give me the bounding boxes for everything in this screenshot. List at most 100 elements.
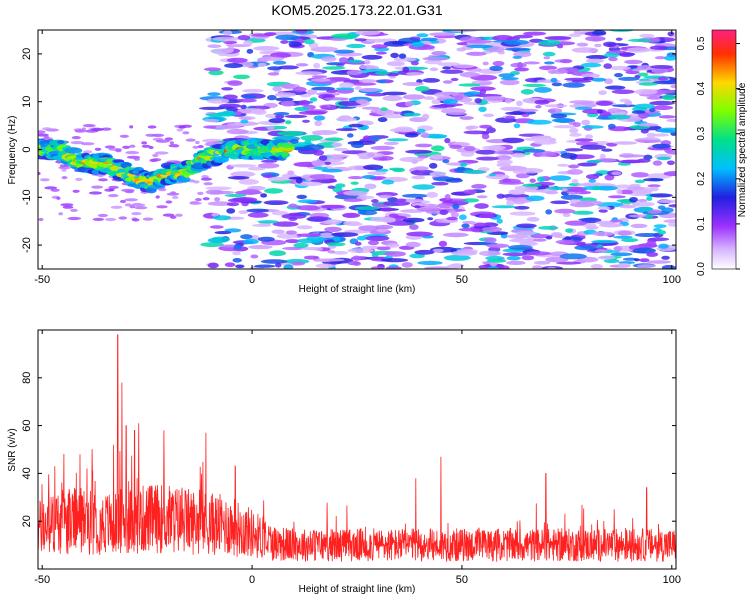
heatmap-noise-cell [588, 222, 597, 229]
heatmap-noise-cell [639, 33, 655, 38]
heatmap-x-tick-label: 50 [456, 274, 468, 286]
heatmap-noise-cell [315, 263, 335, 268]
heatmap-noise-cell [637, 264, 656, 268]
heatmap-noise-cell [571, 79, 592, 83]
heatmap-noise-cell [509, 211, 536, 216]
heatmap-noise-cell [354, 38, 367, 42]
heatmap-noise-cell [650, 65, 674, 69]
heatmap-noise-cell [382, 95, 403, 102]
heatmap-noise-cell [165, 200, 173, 204]
heatmap-noise-cell [521, 113, 530, 118]
heatmap-x-tick-label: 0 [249, 274, 255, 286]
heatmap-noise-cell [414, 166, 429, 171]
heatmap-ridge-cell [281, 151, 289, 157]
heatmap-noise-cell [578, 218, 598, 222]
heatmap-noise-cell [486, 127, 496, 134]
heatmap-noise-cell [521, 255, 535, 261]
heatmap-noise-cell [597, 202, 624, 208]
heatmap-noise-cell [98, 178, 108, 182]
heatmap-noise-cell [404, 133, 419, 138]
heatmap-noise-cell [449, 144, 463, 149]
heatmap-noise-cell [504, 39, 530, 46]
heatmap-noise-cell [246, 208, 269, 213]
heatmap-y-tick-label: -10 [21, 189, 33, 205]
heatmap-noise-cell [269, 250, 286, 257]
heatmap-noise-cell [170, 215, 177, 219]
heatmap-noise-cell [651, 67, 668, 74]
heatmap-noise-cell [314, 120, 323, 127]
heatmap-noise-cell [275, 34, 300, 41]
heatmap-noise-cell [213, 215, 232, 221]
heatmap-noise-cell [226, 57, 248, 63]
heatmap-noise-cell [630, 223, 648, 229]
heatmap-noise-cell [272, 86, 283, 92]
heatmap-noise-cell [494, 150, 514, 155]
heatmap-noise-cell [227, 80, 243, 86]
heatmap-noise-cell [171, 195, 179, 200]
heatmap-noise-cell [607, 123, 616, 129]
heatmap-noise-cell [349, 82, 377, 86]
heatmap-noise-cell [280, 83, 296, 89]
heatmap-noise-cell [581, 62, 602, 68]
heatmap-noise-cell [547, 108, 563, 114]
heatmap-noise-cell [442, 159, 450, 164]
heatmap-noise-cell [571, 47, 599, 53]
heatmap-noise-cell [483, 113, 494, 118]
heatmap-noise-cell [462, 220, 476, 225]
heatmap-noise-cell [224, 193, 247, 198]
heatmap-noise-cell [476, 195, 488, 199]
heatmap-noise-cell [313, 62, 321, 69]
heatmap-noise-cell [156, 205, 168, 209]
heatmap-noise-cell [197, 191, 204, 195]
heatmap-noise-cell [403, 112, 421, 117]
heatmap-noise-cell [58, 212, 63, 216]
heatmap-noise-cell [649, 100, 675, 106]
heatmap-noise-cell [331, 33, 358, 39]
heatmap-noise-cell [339, 82, 355, 88]
heatmap-noise-cell [657, 205, 666, 210]
heatmap-noise-cell [652, 160, 663, 166]
heatmap-noise-cell [336, 117, 357, 122]
heatmap-noise-cell [652, 143, 671, 149]
heatmap-noise-cell [424, 60, 442, 65]
heatmap-noise-cell [549, 175, 572, 181]
heatmap-noise-cell [431, 99, 441, 105]
heatmap-ridge-cell [64, 147, 83, 154]
heatmap-noise-cell [230, 171, 256, 178]
heatmap-noise-cell [200, 177, 212, 181]
heatmap-noise-cell [466, 44, 494, 49]
heatmap-noise-cell [450, 250, 478, 256]
heatmap-noise-cell [591, 239, 618, 244]
heatmap-noise-cell [385, 243, 400, 248]
heatmap-noise-cell [199, 106, 224, 110]
heatmap-noise-cell [454, 95, 464, 101]
heatmap-noise-cell [155, 195, 160, 199]
heatmap-noise-cell [364, 183, 377, 190]
heatmap-noise-cell [564, 236, 571, 241]
heatmap-noise-cell [636, 139, 662, 143]
heatmap-noise-cell [479, 88, 487, 95]
snr-y-tick-label: 60 [21, 419, 33, 431]
heatmap-noise-cell [141, 144, 151, 148]
heatmap-noise-cell [460, 162, 468, 167]
heatmap-noise-cell [131, 218, 140, 222]
heatmap-noise-cell [313, 115, 326, 121]
heatmap-noise-cell [478, 81, 492, 86]
heatmap-noise-cell [311, 86, 335, 91]
heatmap-noise-cell [375, 71, 390, 76]
heatmap-noise-cell [288, 203, 298, 209]
heatmap-noise-cell [442, 66, 452, 70]
heatmap-noise-cell [277, 131, 304, 136]
heatmap-noise-cell [221, 87, 234, 91]
heatmap-noise-cell [406, 231, 433, 237]
heatmap-noise-cell [56, 196, 61, 200]
heatmap-noise-cell [666, 118, 676, 123]
heatmap-noise-cell [485, 255, 505, 261]
heatmap-noise-cell [637, 123, 659, 127]
heatmap-noise-cell [240, 104, 247, 110]
heatmap-noise-cell [670, 84, 676, 89]
heatmap-noise-cell [550, 77, 558, 83]
heatmap-noise-cell [181, 124, 192, 128]
heatmap-noise-cell [386, 138, 409, 142]
heatmap-noise-cell [385, 266, 402, 269]
